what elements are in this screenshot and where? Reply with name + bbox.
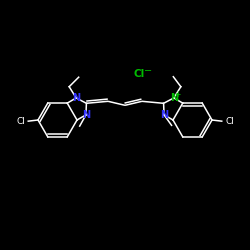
Text: N: N <box>160 110 168 120</box>
Text: +: + <box>174 90 181 100</box>
Text: Cl: Cl <box>134 69 145 79</box>
Text: Cl: Cl <box>16 117 25 126</box>
Text: Cl: Cl <box>225 117 234 126</box>
Text: N: N <box>82 110 90 120</box>
Text: N: N <box>72 93 80 103</box>
Text: −: − <box>144 66 152 76</box>
Text: N: N <box>170 93 178 103</box>
